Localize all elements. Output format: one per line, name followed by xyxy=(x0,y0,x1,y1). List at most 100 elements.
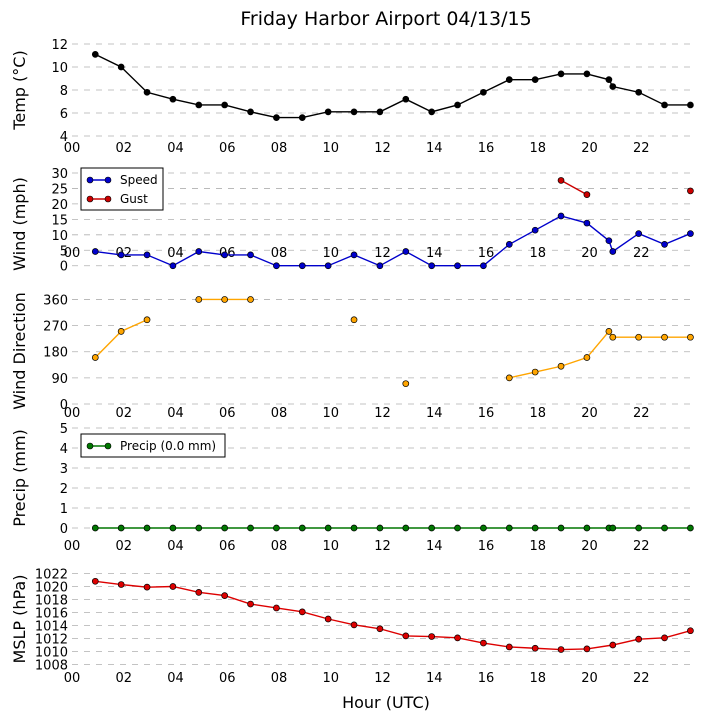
x-tick-label: 00 xyxy=(64,671,81,686)
data-point xyxy=(557,212,565,220)
x-tick-label: 14 xyxy=(426,246,443,261)
y-tick-label: 1016 xyxy=(35,607,68,622)
data-point xyxy=(661,333,668,341)
data-point xyxy=(195,248,203,255)
y-tick-label: 4 xyxy=(60,442,68,457)
data-point xyxy=(91,524,99,532)
y-tick-label: 1014 xyxy=(35,620,68,635)
legend-marker xyxy=(86,442,94,450)
y-tick-label: 6 xyxy=(60,107,68,122)
x-tick-label: 20 xyxy=(581,246,598,261)
chart-panel-3: 0 90 180 270 360 Wind Direction 00 02 04 06 08 10 12… xyxy=(10,292,694,421)
data-point xyxy=(221,524,229,532)
data-point xyxy=(687,101,694,109)
data-point xyxy=(91,50,99,58)
x-tick-label: 14 xyxy=(426,671,443,686)
x-tick-label: 10 xyxy=(322,141,339,156)
x-tick-label: 04 xyxy=(167,141,184,156)
data-point xyxy=(635,230,643,237)
data-point xyxy=(117,63,125,71)
data-point xyxy=(402,95,410,103)
data-point xyxy=(635,333,643,341)
y-tick-label: 30 xyxy=(51,167,68,182)
data-point xyxy=(376,625,384,633)
x-tick-label: 16 xyxy=(478,539,495,554)
data-point xyxy=(169,583,177,590)
series-line xyxy=(95,580,691,651)
data-point xyxy=(557,362,565,370)
data-point xyxy=(350,108,358,116)
legend-marker xyxy=(86,195,94,203)
x-tick-label: 12 xyxy=(374,406,391,421)
x-tick-label: 14 xyxy=(426,406,443,421)
data-point xyxy=(583,354,591,361)
data-point xyxy=(635,524,643,532)
x-tick-label: 00 xyxy=(64,246,81,261)
x-tick-label: 12 xyxy=(374,671,391,686)
data-point xyxy=(324,108,332,116)
x-tick-label: 22 xyxy=(633,671,650,686)
x-tick-label: 12 xyxy=(374,539,391,554)
x-tick-label: 00 xyxy=(64,406,81,421)
y-tick-label: 0 xyxy=(60,398,68,413)
data-point xyxy=(273,262,280,270)
y-axis-label: Temp (°C) xyxy=(10,50,29,130)
x-tick-label: 18 xyxy=(529,406,546,421)
data-point xyxy=(117,328,125,335)
y-tick-label: 2 xyxy=(60,482,68,497)
data-point xyxy=(298,524,306,532)
data-point xyxy=(195,588,203,596)
data-point xyxy=(531,368,539,376)
x-tick-label: 22 xyxy=(633,406,650,421)
y-tick-label: 1012 xyxy=(35,633,68,648)
data-point xyxy=(583,191,591,198)
legend-marker xyxy=(104,195,112,203)
x-tick-label: 20 xyxy=(581,406,598,421)
data-point xyxy=(117,251,125,259)
x-tick-label: 12 xyxy=(374,246,391,261)
data-point xyxy=(195,524,203,532)
data-point xyxy=(661,101,668,109)
y-tick-label: 1010 xyxy=(35,646,68,661)
legend-marker xyxy=(86,176,94,184)
y-tick-label: 0 xyxy=(60,522,68,537)
x-tick-label: 18 xyxy=(529,671,546,686)
data-point xyxy=(428,108,436,116)
x-tick-label: 14 xyxy=(426,539,443,554)
data-point xyxy=(505,374,513,382)
x-tick-label: 06 xyxy=(219,141,236,156)
x-tick-label: 04 xyxy=(167,539,184,554)
y-tick-label: 360 xyxy=(43,293,68,308)
data-point xyxy=(428,262,436,270)
y-axis-label: Wind (mph) xyxy=(10,177,29,271)
x-tick-label: 06 xyxy=(219,671,236,686)
series-line-speed xyxy=(95,215,691,267)
data-point xyxy=(298,114,306,121)
data-point xyxy=(605,328,613,335)
legend-label: Precip (0.0 mm) xyxy=(120,439,216,453)
data-point xyxy=(687,524,694,532)
x-tick-label: 18 xyxy=(529,141,546,156)
data-point xyxy=(91,577,99,585)
x-tick-label: 10 xyxy=(322,539,339,554)
data-point xyxy=(195,296,203,303)
data-point xyxy=(350,316,358,324)
data-point xyxy=(402,524,410,532)
x-tick-label: 04 xyxy=(167,406,184,421)
x-tick-label: 10 xyxy=(322,406,339,421)
x-tick-label: 08 xyxy=(271,539,288,554)
data-point xyxy=(376,524,384,532)
data-point xyxy=(635,635,643,643)
x-tick-label: 22 xyxy=(633,141,650,156)
x-tick-label: 20 xyxy=(581,141,598,156)
x-tick-label: 20 xyxy=(581,671,598,686)
y-tick-label: 4 xyxy=(60,130,68,145)
x-tick-label: 22 xyxy=(633,246,650,261)
data-point xyxy=(609,83,617,90)
x-tick-label: 08 xyxy=(271,406,288,421)
data-point xyxy=(687,333,694,341)
